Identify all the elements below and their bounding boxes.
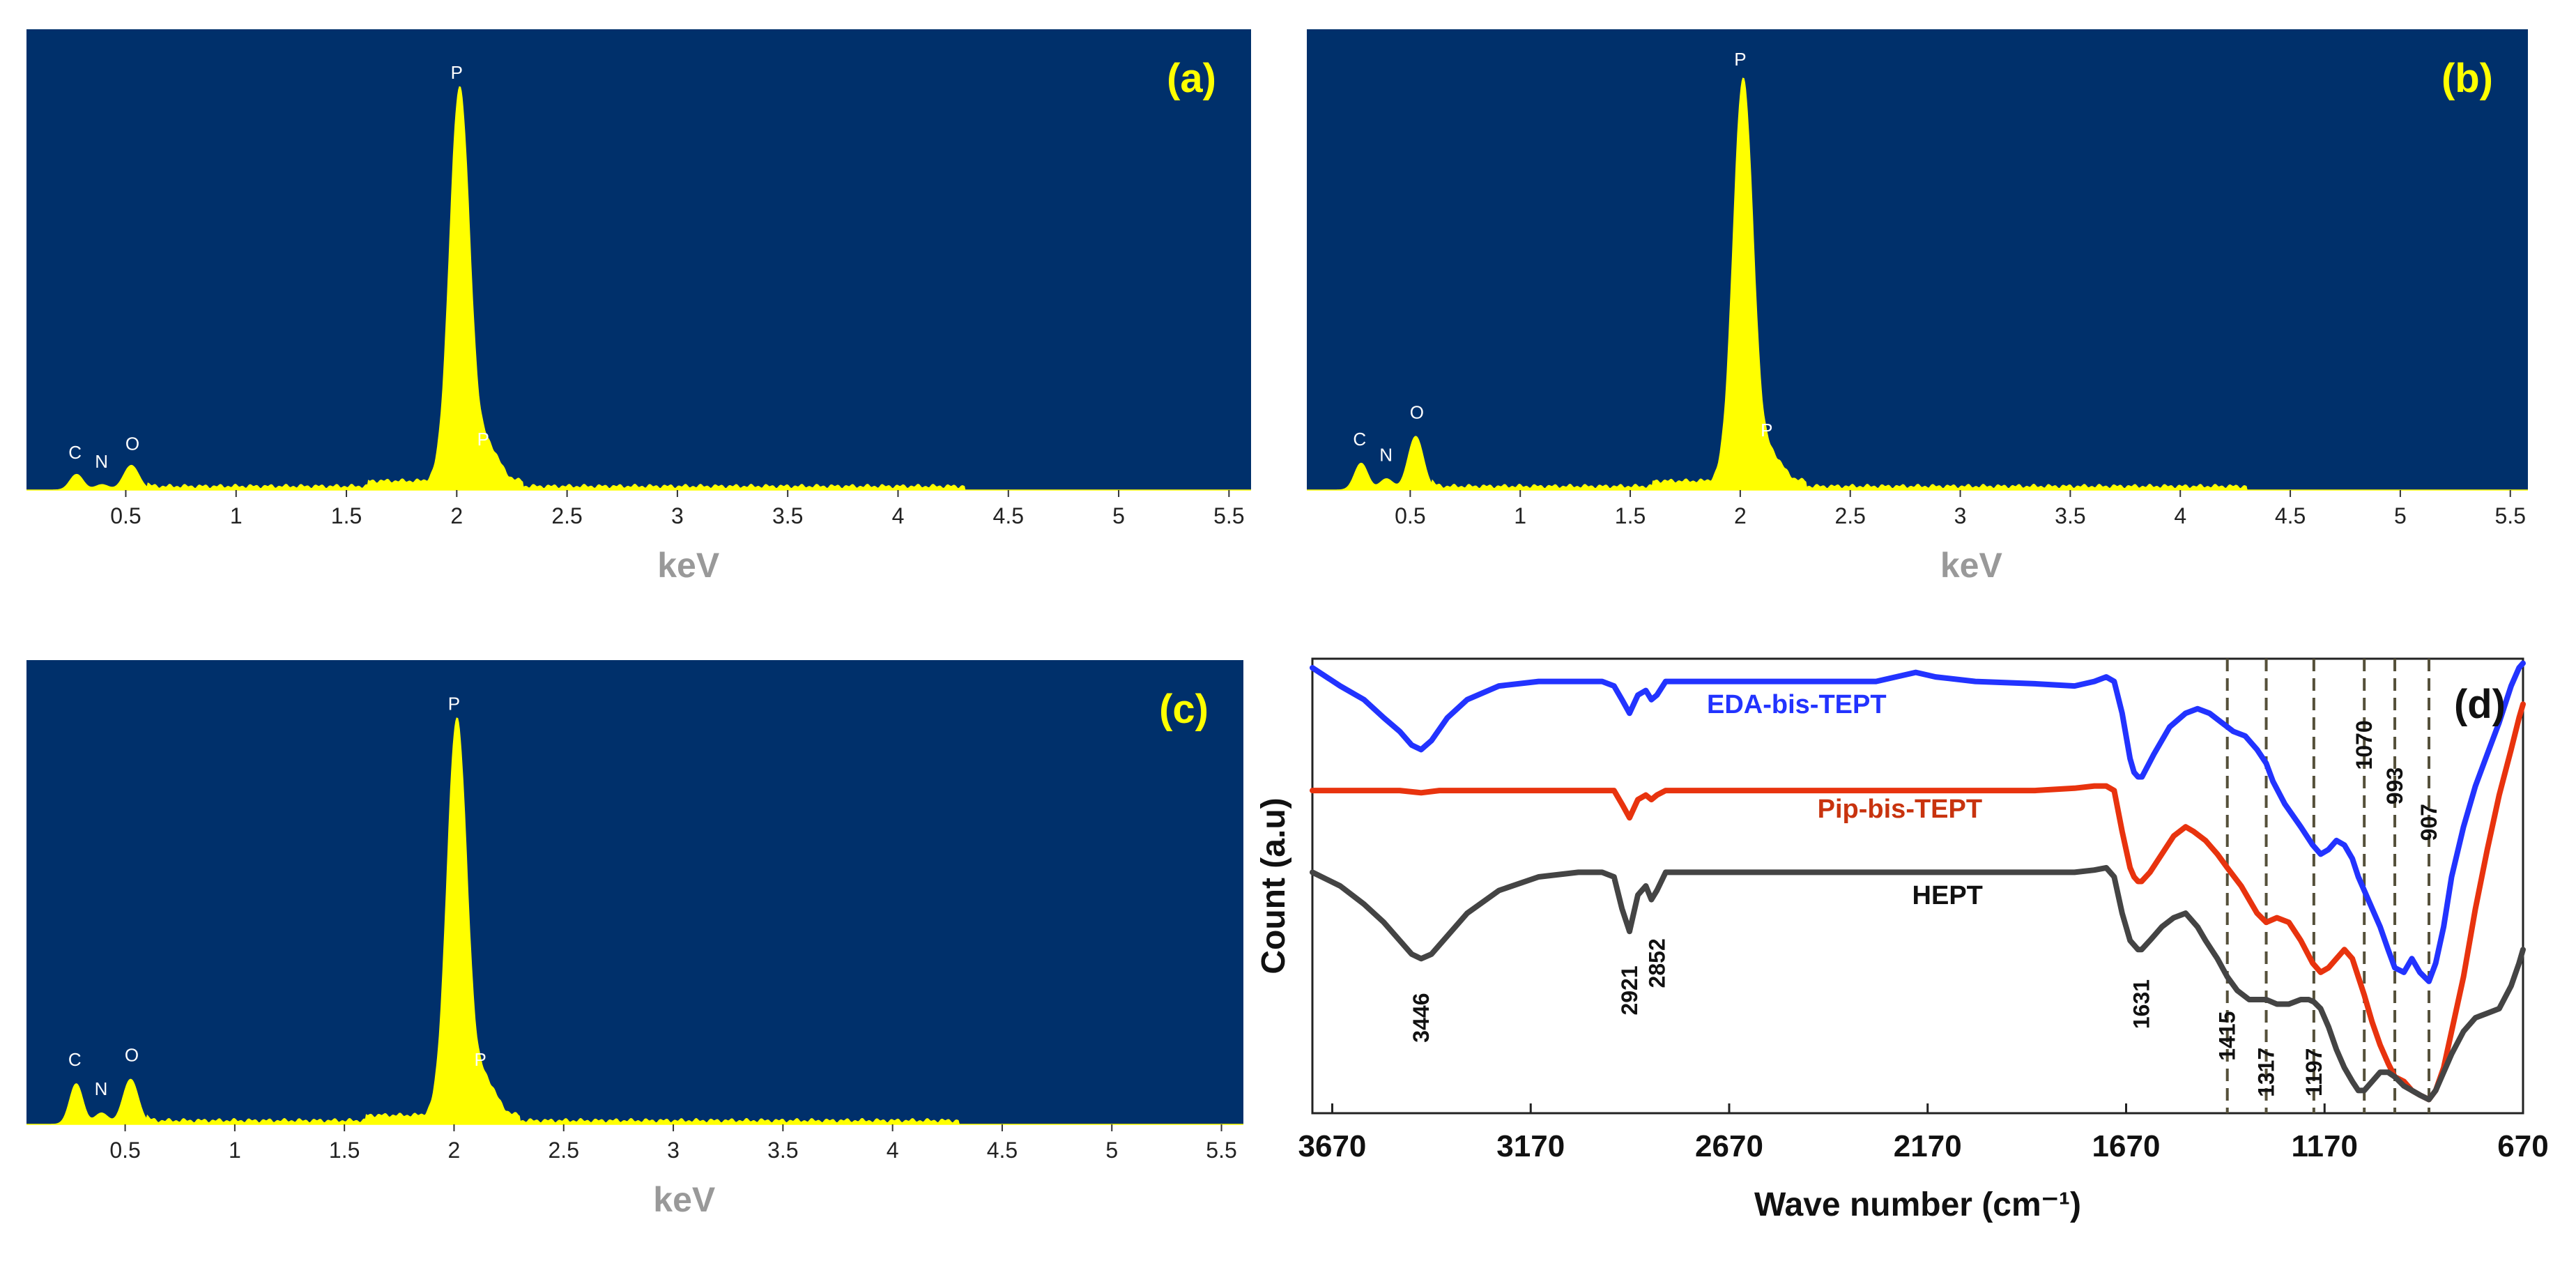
panel-label: (a) (1167, 56, 1216, 101)
peak-annotation: 1415 (2215, 1011, 2240, 1061)
x-tick-label: 5 (1112, 503, 1125, 528)
x-tick-label: 1 (230, 503, 243, 528)
x-tick-label: 2 (448, 1138, 461, 1163)
peak-label-o: O (125, 433, 139, 454)
series-label: EDA-bis-TEPT (1707, 690, 1887, 719)
x-tick-label: 2.5 (549, 1138, 579, 1163)
peak-label-n: N (1379, 444, 1393, 465)
eds-panel-c: CNO P P (c) 0.5 1 1.5 2 2.5 3 3.5 4 4.5 5 5.5 keV (26, 660, 1243, 1219)
x-tick-label: 5 (2394, 503, 2407, 528)
x-axis-label: keV (657, 546, 720, 585)
peak-annotation: 1631 (2129, 979, 2154, 1029)
x-tick-label: 0.5 (110, 503, 141, 528)
peak-label-c: C (68, 1049, 82, 1070)
peak-annotation: 907 (2416, 804, 2441, 841)
peak-annotation: 2852 (1644, 938, 1669, 988)
y-axis-label: Count (a.u) (1255, 797, 1292, 974)
x-tick-label: 1.5 (331, 503, 362, 528)
peak-label-p: P (1734, 49, 1746, 70)
x-tick-label: 3.5 (2055, 503, 2085, 528)
x-tick-label: 1.5 (1615, 503, 1646, 528)
x-tick-label: 2 (450, 503, 463, 528)
peak-annotation: 1197 (2301, 1048, 2326, 1096)
eds-panel-a: C NO P P (a) 0.5 1 1.5 2 2.5 3 3.5 4 4.5 5 5.5 keV (26, 29, 1251, 585)
x-tick-label: 1 (1514, 503, 1526, 528)
peak-annotation: 2921 (1617, 965, 1642, 1015)
x-tick-label: 1.5 (329, 1138, 360, 1163)
x-tick-label: 4 (892, 503, 905, 528)
panel-label: (c) (1159, 687, 1209, 732)
x-tick-label: 3670 (1298, 1129, 1367, 1163)
spectrum-area (1307, 77, 2528, 491)
peak-label-p: P (448, 694, 460, 714)
x-axis-label: keV (653, 1180, 716, 1219)
panel-label: (b) (2441, 56, 2493, 101)
series-label: HEPT (1912, 881, 1983, 910)
plot-background (1307, 29, 2528, 490)
peak-label-p: P (451, 62, 463, 83)
x-tick-label: 0.5 (1395, 503, 1425, 528)
plot-background (26, 660, 1243, 1124)
x-tick-label: 2 (1734, 503, 1747, 528)
peak-label-p: P (1761, 420, 1772, 441)
x-tick-label: 1670 (2092, 1129, 2161, 1163)
x-tick-label: 4.5 (987, 1138, 1018, 1163)
peak-label-o: O (125, 1045, 139, 1066)
x-tick-label: 0.5 (109, 1138, 140, 1163)
plot-background (26, 29, 1251, 490)
peak-label-c: C (1353, 429, 1366, 450)
peak-annotation: 993 (2382, 767, 2407, 804)
x-axis-label: Wave number (cm⁻¹) (1754, 1186, 2081, 1223)
x-tick-label: 5 (1105, 1138, 1118, 1163)
eds-panel-b: CN O P P (b) 0.5 1 1.5 2 2.5 3 3.5 4 4.5 5 5.5 keV (1307, 29, 2528, 585)
x-tick-label: 3 (667, 1138, 680, 1163)
peak-label-p: P (477, 429, 489, 450)
plot-frame (1311, 657, 2524, 1115)
x-tick-label: 4 (887, 1138, 899, 1163)
series-label: Pip-bis-TEPT (1818, 795, 1982, 824)
spectrum-area (26, 86, 1251, 491)
x-tick-label: 4.5 (993, 503, 1024, 528)
x-tick-label: 3.5 (772, 503, 803, 528)
peak-annotation: 1070 (2352, 720, 2377, 770)
x-tick-label: 4.5 (2275, 503, 2306, 528)
peak-label-o: O (1410, 402, 1424, 422)
x-tick-label: 2670 (1695, 1129, 1763, 1163)
x-tick-label: 4 (2174, 503, 2186, 528)
x-tick-label: 670 (2497, 1129, 2548, 1163)
series-line-hept (1310, 864, 2526, 1103)
x-tick-label: 5.5 (2495, 503, 2526, 528)
ftir-panel-d: EDA-bis-TEPT Pip-bis-TEPT HEPT 3446 29212852… (1255, 657, 2549, 1223)
x-tick-label: 2.5 (551, 503, 582, 528)
peak-annotation: 1317 (2254, 1048, 2279, 1097)
peak-label-n: N (95, 451, 108, 472)
x-tick-label: 5.5 (1213, 503, 1244, 528)
x-tick-label: 1 (229, 1138, 241, 1163)
x-tick-label: 5.5 (1206, 1138, 1236, 1163)
x-tick-label: 2.5 (1834, 503, 1865, 528)
peak-label-n: N (95, 1078, 108, 1099)
x-tick-label: 3170 (1496, 1129, 1565, 1163)
peak-label-p: P (475, 1049, 486, 1070)
spectrum-area (26, 717, 1243, 1125)
series-line-eda-bis-tept (1310, 660, 2526, 984)
x-axis-label: keV (1940, 546, 2003, 585)
x-tick-label: 3 (671, 503, 684, 528)
x-tick-label: 3.5 (767, 1138, 798, 1163)
panel-label: (d) (2454, 682, 2506, 727)
peak-label-c: C (68, 442, 82, 463)
x-tick-label: 2170 (1894, 1129, 1962, 1163)
x-tick-label: 3 (1954, 503, 1967, 528)
peak-annotation: 3446 (1409, 993, 1434, 1042)
x-tick-label: 1170 (2292, 1129, 2358, 1163)
